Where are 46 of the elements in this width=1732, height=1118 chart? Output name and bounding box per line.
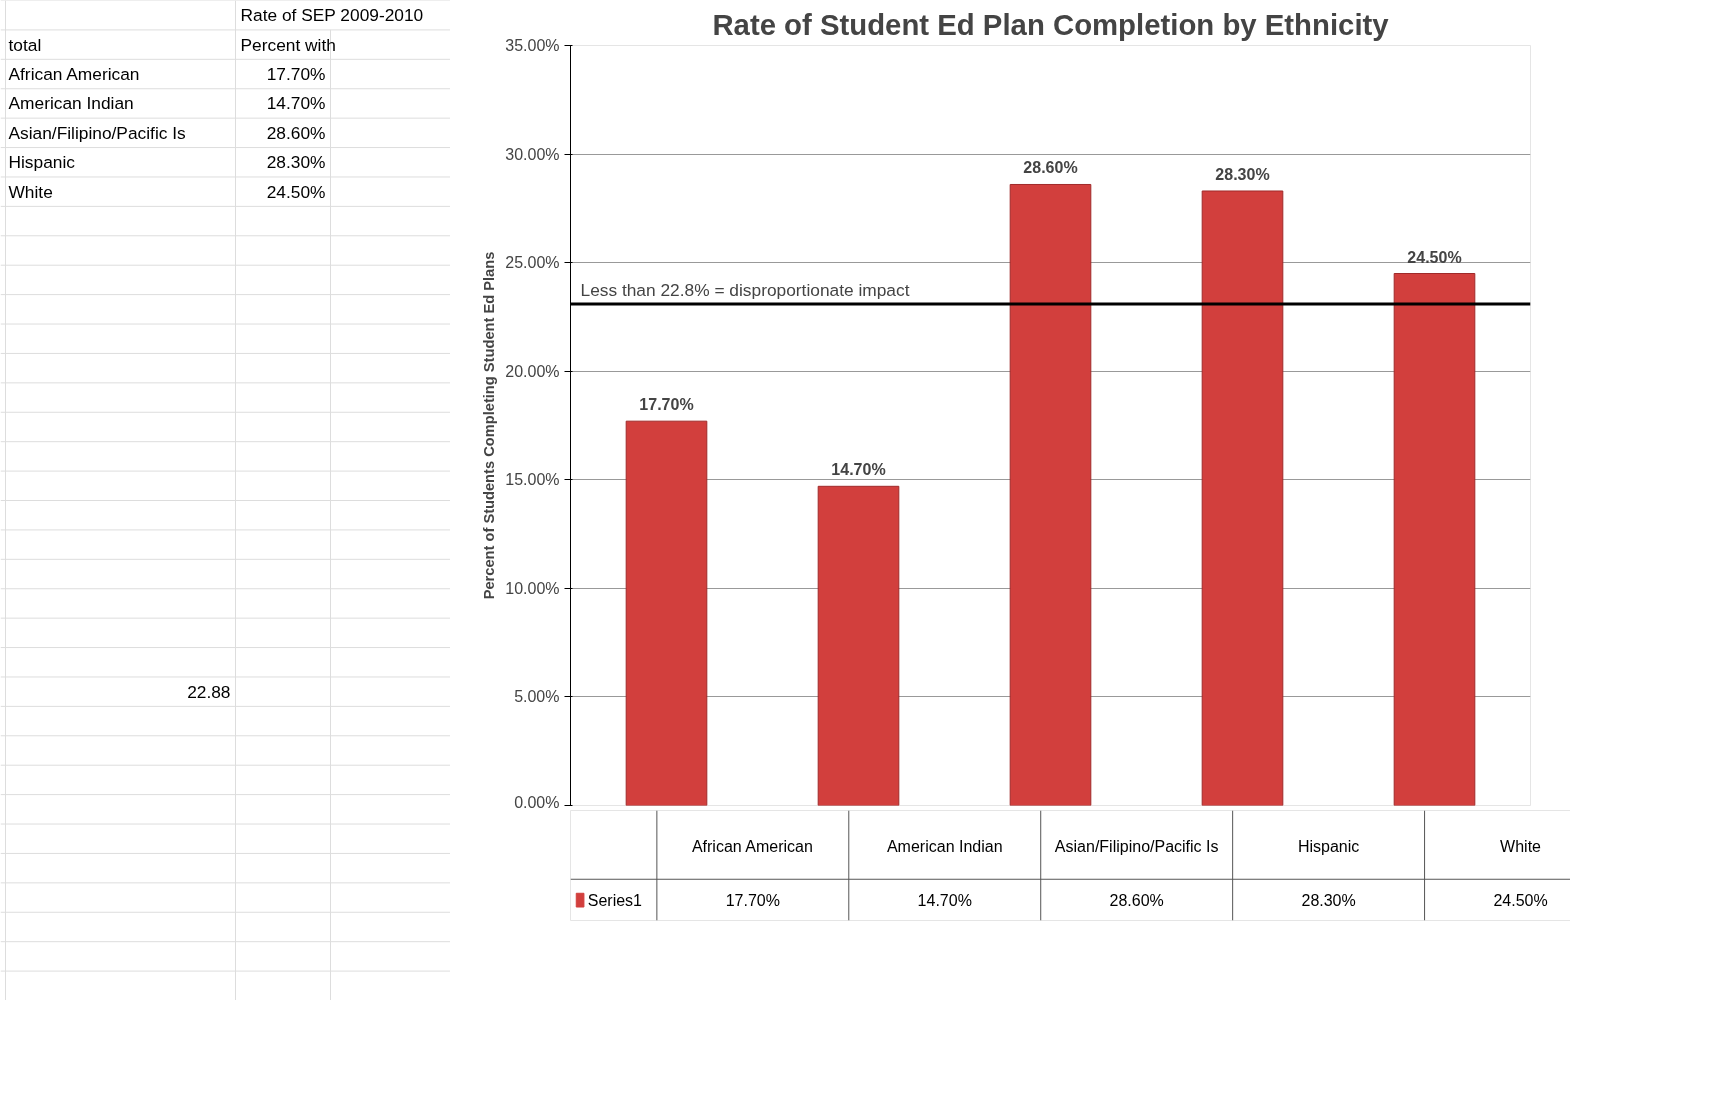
x-tick-label: African American xyxy=(691,837,813,855)
text: 28.60% xyxy=(1109,891,1164,909)
bar xyxy=(1393,273,1476,806)
text: Asian/Filipino/Pacific Is xyxy=(8,122,187,143)
y-tick-label: 25.00% xyxy=(505,254,560,272)
text: White xyxy=(8,181,53,202)
bar xyxy=(817,485,900,806)
text: 14.70% xyxy=(266,93,326,114)
bar xyxy=(625,420,708,806)
text: 14.70% xyxy=(831,461,886,479)
y-tick-label: 10.00% xyxy=(505,579,560,597)
text: African American xyxy=(8,64,140,85)
text: Hispanic xyxy=(8,152,76,173)
y-axis-title: Percent of Students Completing Student Ed Plans xyxy=(481,251,498,600)
text: American Indian xyxy=(8,93,134,114)
text: Percent with xyxy=(240,34,336,55)
bar xyxy=(1009,183,1092,806)
text: 28.30% xyxy=(1215,165,1270,183)
text: 24.50% xyxy=(1493,891,1548,909)
text: 28.60% xyxy=(266,122,326,143)
legend-label: Series1 xyxy=(587,891,643,909)
text: 17.70% xyxy=(639,396,694,414)
text: 28.60% xyxy=(1023,159,1078,177)
text: total xyxy=(8,34,42,55)
ref-line-label: Less than 22.8% = disproportionate impact xyxy=(580,279,910,300)
bar xyxy=(1201,190,1284,806)
y-tick-label: 30.00% xyxy=(505,145,560,163)
text: 28.30% xyxy=(1301,891,1356,909)
text: 17.70% xyxy=(725,891,780,909)
y-tick-label: 35.00% xyxy=(505,37,560,54)
x-tick-label: Asian/Filipino/Pacific Is xyxy=(1054,837,1219,855)
text: 24.50% xyxy=(266,181,326,202)
text: 14.70% xyxy=(917,891,972,909)
x-tick-label: White xyxy=(1500,837,1542,855)
y-tick-label: 20.00% xyxy=(505,362,560,380)
text: Rate of SEP 2009-2010 xyxy=(240,5,424,26)
y-tick-label: 5.00% xyxy=(514,688,560,706)
text: 22.88 xyxy=(187,681,231,702)
x-tick-label: American Indian xyxy=(886,837,1003,855)
text: 24.50% xyxy=(1407,248,1462,266)
chart-title: Rate of Student Ed Plan Completion by Ethnicity xyxy=(712,7,1390,41)
y-tick-label: 0.00% xyxy=(514,793,560,811)
x-tick-label: Hispanic xyxy=(1297,837,1360,855)
text: 17.70% xyxy=(266,64,326,85)
text: 28.30% xyxy=(266,152,326,173)
y-tick-label: 15.00% xyxy=(505,471,560,489)
